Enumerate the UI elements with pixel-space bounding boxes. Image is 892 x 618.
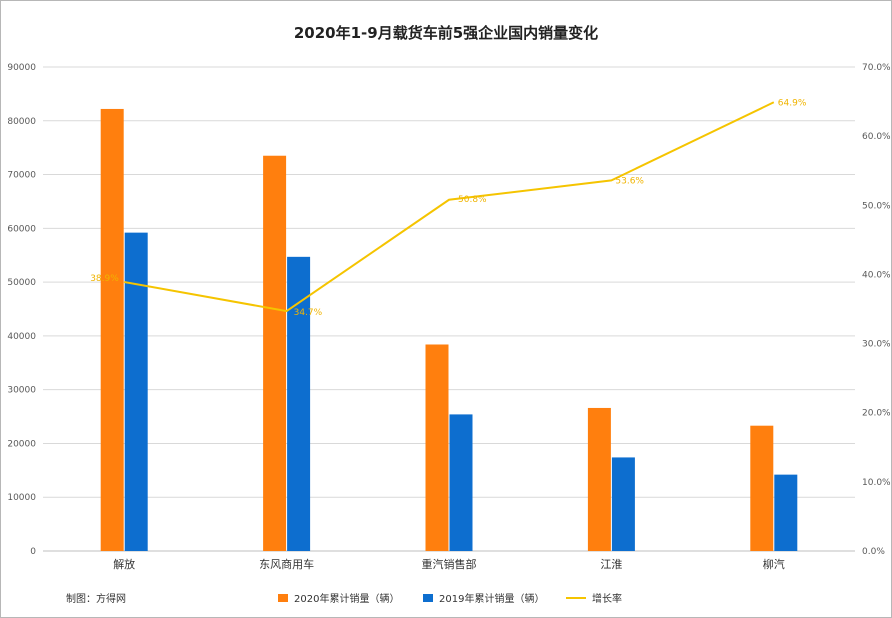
growth-line: [124, 101, 775, 313]
growth-data-label: 53.6%: [615, 176, 644, 186]
y2-tick-label: 50.0%: [862, 201, 891, 211]
y-tick-label: 0: [30, 547, 36, 557]
legend: 2020年累计销量（辆） 2019年累计销量（辆） 增长率: [0, 590, 892, 608]
growth-data-label: 64.9%: [778, 98, 807, 108]
bar-2019: [449, 414, 473, 551]
bar-2019: [287, 256, 311, 551]
y-tick-label: 10000: [7, 493, 36, 503]
chart-title: 2020年1-9月载货车前5强企业国内销量变化: [293, 24, 599, 42]
x-tick-label: 江淮: [600, 558, 622, 571]
y2-tick-label: 0.0%: [862, 547, 885, 557]
legend-item-2020: 2020年累计销量（辆）: [278, 590, 399, 605]
chart-credit: 制图：方得网: [66, 594, 126, 605]
legend-item-2019: 2019年累计销量（辆）: [423, 590, 544, 605]
x-tick-label: 柳汽: [763, 557, 785, 571]
legend-swatch-2020: [278, 593, 288, 602]
x-tick-label: 重汽销售部: [422, 557, 477, 571]
y-tick-label: 30000: [7, 386, 36, 396]
x-axis: 解放 东风商用车 重汽销售部 江淮 柳汽: [113, 557, 785, 571]
bar-2019: [124, 232, 148, 551]
legend-swatch-2019: [423, 593, 433, 602]
bar-2020: [750, 425, 774, 551]
y2-tick-label: 20.0%: [862, 409, 891, 419]
y-tick-label: 80000: [7, 117, 36, 127]
bar-2019: [611, 457, 635, 551]
x-tick-label: 东风商用车: [259, 557, 314, 571]
y2-tick-label: 40.0%: [862, 270, 891, 280]
y2-tick-label: 30.0%: [862, 340, 891, 350]
bar-2019: [774, 474, 798, 551]
gridlines: [43, 66, 855, 552]
y-tick-label: 60000: [7, 224, 36, 234]
x-tick-label: 解放: [113, 557, 135, 571]
y2-tick-label: 70.0%: [862, 63, 891, 73]
y-axis-left: 0 10000 20000 30000 40000 50000 60000 70000 8000…: [7, 63, 36, 557]
legend-label-growth: 增长率: [592, 594, 622, 605]
y-tick-label: 50000: [7, 278, 36, 288]
y-tick-label: 90000: [7, 63, 36, 73]
y2-tick-label: 60.0%: [862, 132, 891, 142]
bar-2020: [587, 407, 611, 551]
bars: [100, 108, 798, 552]
legend-label-2019: 2019年累计销量（辆）: [439, 594, 545, 605]
growth-data-label: 34.7%: [294, 308, 323, 318]
growth-data-label: 38.9%: [90, 274, 119, 284]
legend-item-growth: 增长率: [566, 590, 622, 605]
growth-labels: 38.9% 34.7% 50.8% 53.6% 64.9%: [90, 98, 807, 318]
y-tick-label: 40000: [7, 332, 36, 342]
bar-2020: [100, 108, 124, 552]
legend-swatch-growth: [566, 596, 586, 599]
bar-2020: [425, 344, 449, 551]
y-tick-label: 20000: [7, 439, 36, 449]
growth-line-path: [124, 101, 775, 313]
y-axis-right: 0.0% 10.0% 20.0% 30.0% 40.0% 50.0% 60.0% 70.0%: [862, 63, 891, 557]
y-tick-label: 70000: [7, 171, 36, 181]
y2-tick-label: 10.0%: [862, 478, 891, 488]
legend-label-2020: 2020年累计销量（辆）: [294, 594, 400, 605]
growth-data-label: 50.8%: [458, 195, 487, 205]
bar-2020: [263, 155, 287, 551]
